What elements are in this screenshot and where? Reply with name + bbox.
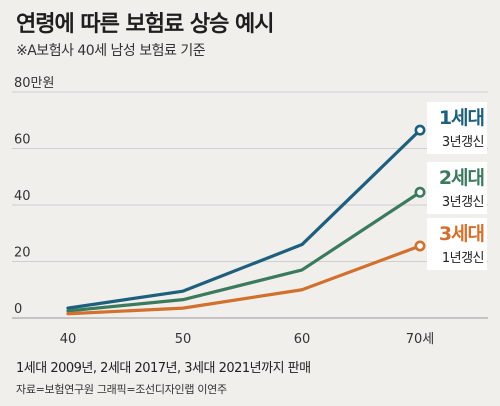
series-label-name: 3세대 [439,223,484,245]
series-label-note: 1년갱신 [442,251,484,266]
series-label-note: 3년갱신 [442,195,484,210]
y-tick-label: 80만원 [14,76,54,91]
series-end-marker-3 [414,240,426,252]
series-line-1 [66,128,422,310]
x-tick-label: 40 [60,332,77,347]
series-label-name: 1세대 [439,107,484,129]
chart-subtitle: ※A보험사 40세 남성 보험료 기준 [16,43,206,59]
x-tick-label: 50 [175,332,192,347]
y-tick-label: 0 [14,302,22,317]
y-tick-label: 20 [14,246,31,261]
series-label-box-1 [427,102,487,154]
series-label-box-2 [427,162,487,214]
x-tick-label: 60 [294,332,311,347]
footnote: 1세대 2009년, 2세대 2017년, 3세대 2021년까지 판매 [16,361,311,376]
y-tick-label: 60 [14,133,31,148]
series-label-note: 3년갱신 [442,135,484,150]
chart-title: 연령에 따른 보험료 상승 예시 [16,12,275,37]
series-end-marker-1 [414,124,426,136]
series-line-3 [66,244,422,316]
x-tick-label: 70세 [406,332,435,347]
series-end-marker-2 [414,186,426,198]
series-label-box-3 [427,218,487,270]
series-label-name: 2세대 [439,167,484,189]
y-tick-label: 40 [14,189,31,204]
series-line-2 [66,190,422,313]
source-credit: 자료=보험연구원 그래픽=조선디자인랩 이연주 [16,383,227,396]
